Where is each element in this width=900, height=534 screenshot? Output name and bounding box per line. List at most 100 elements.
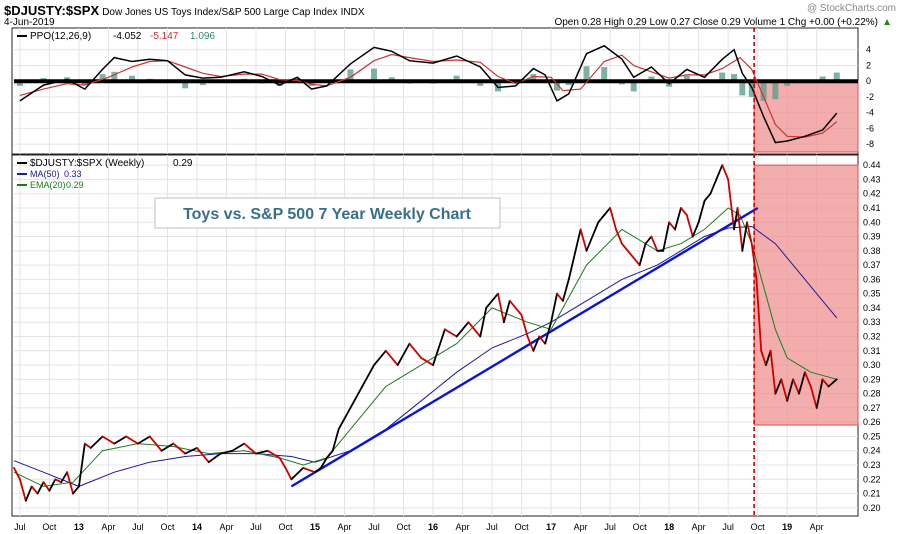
ppo-histogram bbox=[16, 66, 840, 101]
price-segment bbox=[373, 349, 387, 366]
x-tick-label: Apr bbox=[219, 522, 233, 532]
x-tick-label: Jul bbox=[250, 522, 262, 532]
price-segment bbox=[207, 452, 222, 464]
ppo-hist-bar bbox=[453, 75, 460, 82]
ppo-hist-bar bbox=[477, 81, 484, 86]
ppo-hist-bar bbox=[16, 81, 23, 86]
price-segment bbox=[550, 292, 558, 324]
price-y-tick: 0.32 bbox=[863, 332, 881, 342]
price-segment bbox=[715, 164, 724, 181]
price-y-tick: 0.34 bbox=[863, 303, 881, 313]
ppo-value: -4.052 bbox=[113, 31, 142, 42]
x-tick-label: Oct bbox=[42, 522, 57, 532]
price-y-tick: 0.40 bbox=[863, 217, 881, 227]
price-segment bbox=[19, 478, 27, 502]
quote-label: Open 0.28 High 0.29 Low 0.27 Close 0.29 … bbox=[554, 17, 878, 28]
price-segment bbox=[125, 435, 139, 445]
price-y-tick: 0.20 bbox=[863, 503, 881, 513]
ppo-hist-bar bbox=[760, 81, 767, 101]
x-tick-label: Apr bbox=[810, 522, 824, 532]
price-y-tick: 0.29 bbox=[863, 374, 881, 384]
ppo-hist-value: 1.096 bbox=[190, 31, 215, 42]
ppo-hist-bar bbox=[494, 81, 501, 92]
price-segment bbox=[615, 228, 623, 245]
x-tick-label: Jul bbox=[368, 522, 380, 532]
price-segment bbox=[697, 199, 706, 224]
x-tick-label: 17 bbox=[546, 522, 556, 532]
x-tick-label: Oct bbox=[278, 522, 293, 532]
price-segment bbox=[680, 207, 688, 217]
price-y-tick: 0.37 bbox=[863, 260, 881, 270]
price-segment bbox=[809, 385, 818, 409]
ppo-y-tick: -6 bbox=[866, 123, 874, 133]
price-y-tick: 0.43 bbox=[863, 174, 881, 184]
ppo-label: PPO(12,26,9) bbox=[30, 31, 91, 42]
ppo-hist-bar bbox=[276, 81, 283, 86]
price-segment bbox=[780, 378, 789, 402]
x-tick-label: 18 bbox=[664, 522, 674, 532]
price-segment bbox=[727, 178, 735, 231]
ppo-hist-bar bbox=[819, 76, 826, 82]
price-segment bbox=[567, 228, 582, 281]
ppo-signal-value: -5.147 bbox=[150, 31, 179, 42]
trendline bbox=[290, 206, 759, 488]
ppo-hist-bar bbox=[530, 74, 537, 82]
ppo-y-tick: -4 bbox=[866, 108, 874, 118]
price-segment bbox=[113, 435, 128, 445]
price-segment bbox=[60, 471, 69, 484]
ppo-y-tick: -2 bbox=[866, 92, 874, 102]
ppo-y-axis: 4 2 0 -2 -4 -6 -8 bbox=[866, 45, 874, 149]
price-segment bbox=[538, 335, 547, 345]
price-segment bbox=[13, 466, 21, 481]
quote-up-icon: ▲ bbox=[882, 17, 892, 28]
price-segment bbox=[721, 164, 730, 181]
price-segment bbox=[626, 249, 635, 259]
price-segment bbox=[668, 221, 676, 231]
price-segment bbox=[644, 235, 653, 245]
price-segment bbox=[485, 299, 493, 309]
price-segment bbox=[255, 449, 269, 455]
x-tick-label: 13 bbox=[74, 522, 84, 532]
price-segment bbox=[455, 321, 470, 338]
price-segment bbox=[30, 485, 39, 495]
price-segment bbox=[815, 378, 824, 409]
x-tick-label: Apr bbox=[101, 522, 115, 532]
price-segment bbox=[556, 292, 564, 302]
price-segment bbox=[798, 371, 806, 395]
price-segment bbox=[585, 235, 594, 252]
price-segment bbox=[54, 478, 63, 484]
ppo-grid bbox=[14, 28, 858, 154]
ppo-hist-bar bbox=[630, 81, 637, 92]
price-segment bbox=[674, 207, 682, 231]
price-segment bbox=[650, 235, 659, 252]
ppo-hist-bar bbox=[731, 74, 738, 82]
price-segment bbox=[774, 378, 783, 395]
price-segment bbox=[491, 292, 499, 302]
price-segment bbox=[526, 335, 535, 352]
x-tick-label: Jul bbox=[14, 522, 26, 532]
credit-label: @ StockCharts.com bbox=[806, 3, 896, 14]
price-segment bbox=[591, 221, 600, 238]
ppo-y-tick: 4 bbox=[866, 45, 871, 55]
date-label: 4-Jun-2019 bbox=[4, 17, 55, 28]
price-panel: 0.44 0.43 0.42 0.41 0.40 0.39 0.38 0.37 0.36 0.35… bbox=[11, 28, 881, 532]
price-segment bbox=[632, 257, 641, 267]
ppo-highlight-region bbox=[753, 80, 859, 153]
ema-legend-label: EMA(20) bbox=[30, 180, 66, 190]
price-segment bbox=[662, 221, 671, 252]
price-legend-label: $DJUSTY:$SPX (Weekly) bbox=[30, 158, 144, 169]
ppo-panel: 4 2 0 -2 -4 -6 -8 PPO(12,26,9) -4.052 -5.147 1… bbox=[11, 27, 874, 155]
price-segment bbox=[432, 328, 446, 366]
price-segment bbox=[284, 466, 293, 481]
price-segment bbox=[609, 207, 617, 231]
price-segment bbox=[786, 378, 794, 402]
ppo-hist-bar bbox=[99, 74, 106, 82]
ppo-hist-bar bbox=[772, 81, 779, 100]
price-segment bbox=[361, 364, 375, 388]
price-y-tick: 0.26 bbox=[863, 417, 881, 427]
x-tick-label: Jul bbox=[486, 522, 498, 532]
chart-header: $DJUSTY:$SPX Dow Jones US Toys Index/S&P… bbox=[4, 3, 365, 18]
price-segment bbox=[24, 485, 33, 502]
price-segment bbox=[508, 299, 517, 309]
